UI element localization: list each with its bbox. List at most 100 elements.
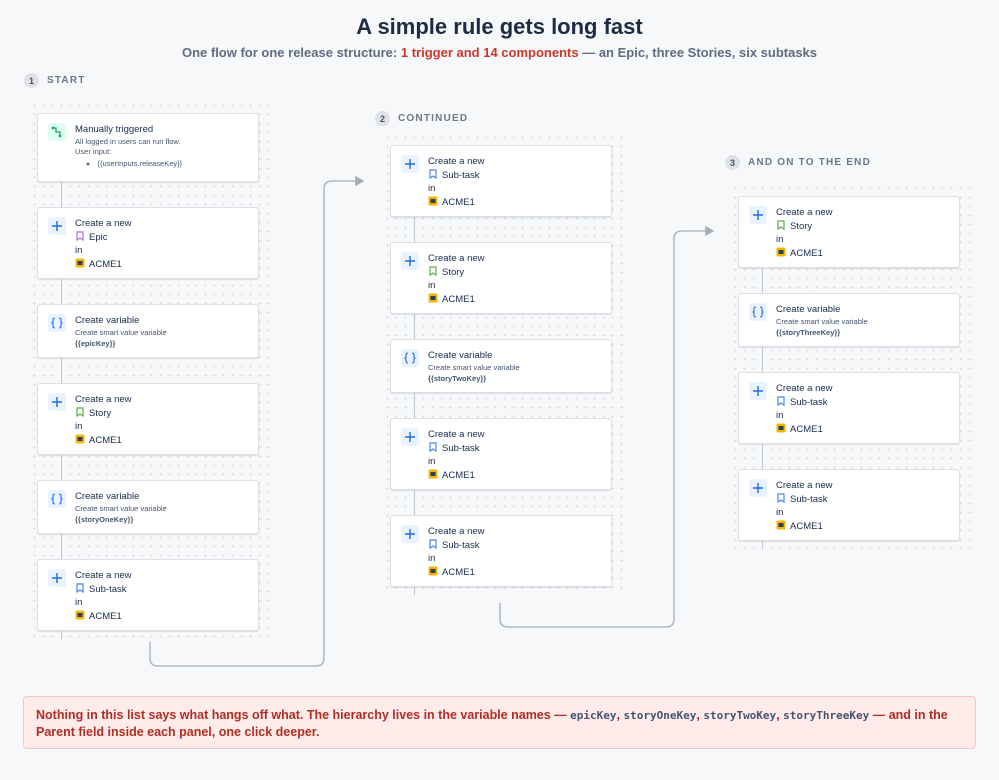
- card-body: Create a new Sub-task in ACME1: [776, 383, 833, 437]
- variable-icon: [48, 314, 66, 332]
- project: ACME1: [428, 469, 485, 484]
- create-card: Create a new Sub-task in ACME1: [738, 469, 960, 541]
- create-card: Create a new Sub-task in ACME1: [738, 372, 960, 444]
- canvas-panel: [30, 101, 270, 639]
- connector-arrow: [149, 175, 365, 667]
- card-body: Create variable Create smart value variab…: [428, 350, 520, 385]
- create-card: Create a new Sub-task in ACME1: [390, 515, 612, 587]
- step-badge: 1: [24, 73, 39, 88]
- issue-type: Sub-task: [428, 168, 485, 184]
- project-name: ACME1: [442, 196, 475, 208]
- issue-type-name: Story: [89, 407, 112, 419]
- create-icon: [48, 569, 66, 587]
- card-title: Create a new: [428, 526, 485, 537]
- connector-arrow: [499, 225, 715, 628]
- issue-type-name: Sub-task: [89, 583, 127, 595]
- variable-key: storyThreeKey: [783, 709, 870, 722]
- card-title: Create variable: [75, 491, 140, 502]
- variable-key: storyOneKey: [623, 709, 697, 722]
- trigger-card: Manually triggered All logged in users ca…: [37, 113, 259, 182]
- issue-type-name: Sub-task: [790, 396, 828, 408]
- column-header: 1 START: [24, 73, 86, 88]
- create-card: Create a new Story in ACME1: [738, 196, 960, 268]
- column-header: 3 AND ON TO THE END: [725, 155, 871, 170]
- variable-name: {{epicKey}}: [75, 338, 116, 348]
- issue-type-icon: [776, 395, 786, 411]
- card-title: Create variable: [75, 315, 140, 326]
- card-title: Create variable: [428, 350, 493, 361]
- variable-card: Create variable Create smart value variab…: [390, 339, 612, 393]
- create-card: Create a new Story in ACME1: [37, 383, 259, 455]
- issue-type: Sub-task: [428, 538, 485, 554]
- variable-key: storyTwoKey: [703, 709, 777, 722]
- project-name: ACME1: [442, 293, 475, 305]
- trigger-icon: [48, 123, 66, 141]
- callout-note: Nothing in this list says what hangs off…: [23, 696, 976, 749]
- variable-key: epicKey: [570, 709, 617, 722]
- project: ACME1: [776, 423, 833, 438]
- variable-card: Create variable Create smart value variab…: [738, 293, 960, 347]
- card-body: Create variable Create smart value variab…: [75, 491, 167, 526]
- subtitle-highlight: 1 trigger and 14 components: [400, 45, 579, 60]
- card-body: Create a new Story in ACME1: [776, 207, 833, 261]
- card-title: Create a new: [75, 218, 132, 229]
- create-card: Create a new Sub-task in ACME1: [390, 418, 612, 490]
- card-title: Create variable: [776, 304, 841, 315]
- card-body: Create variable Create smart value variab…: [776, 304, 868, 339]
- issue-type-icon: [428, 168, 438, 184]
- project-avatar: [75, 258, 85, 273]
- card-body: Create variable Create smart value variab…: [75, 315, 167, 350]
- in-label: in: [75, 421, 83, 432]
- card-body: Create a new Sub-task in ACME1: [428, 429, 485, 483]
- card-title: Create a new: [428, 156, 485, 167]
- card-title: Create a new: [776, 383, 833, 394]
- create-icon: [749, 479, 767, 497]
- variable-description: Create smart value variable: [428, 362, 520, 372]
- in-label: in: [75, 597, 83, 608]
- variable-name: {{storyTwoKey}}: [428, 373, 487, 383]
- issue-type: Story: [75, 406, 132, 422]
- subtitle: One flow for one release structure: 1 tr…: [0, 45, 999, 60]
- issue-type: Sub-task: [776, 492, 833, 508]
- column-label: AND ON TO THE END: [748, 157, 871, 168]
- variable-icon: [48, 490, 66, 508]
- create-icon: [48, 217, 66, 235]
- create-icon: [401, 525, 419, 543]
- in-label: in: [776, 507, 784, 518]
- card-body: Manually triggered All logged in users ca…: [75, 124, 182, 169]
- project-name: ACME1: [442, 566, 475, 578]
- in-label: in: [776, 410, 784, 421]
- create-icon: [401, 155, 419, 173]
- project-avatar: [776, 247, 786, 262]
- project-name: ACME1: [790, 247, 823, 259]
- issue-type: Sub-task: [776, 395, 833, 411]
- project: ACME1: [428, 196, 485, 211]
- column-label: CONTINUED: [398, 113, 469, 124]
- issue-type: Sub-task: [75, 582, 132, 598]
- project-avatar: [776, 520, 786, 535]
- variable-name: {{storyThreeKey}}: [776, 327, 841, 337]
- variable-icon: [401, 349, 419, 367]
- project-avatar: [776, 423, 786, 438]
- issue-type-name: Epic: [89, 231, 108, 243]
- project: ACME1: [75, 434, 132, 449]
- issue-type-icon: [75, 230, 85, 246]
- project-avatar: [428, 196, 438, 211]
- issue-type-name: Sub-task: [442, 169, 480, 181]
- project-avatar: [75, 434, 85, 449]
- create-icon: [48, 393, 66, 411]
- column-label: START: [47, 75, 86, 86]
- card-detail: User input:: [75, 146, 112, 156]
- issue-type: Story: [428, 265, 485, 281]
- project: ACME1: [75, 258, 132, 273]
- issue-type-icon: [75, 406, 85, 422]
- in-label: in: [776, 234, 784, 245]
- project: ACME1: [428, 293, 485, 308]
- flow-line: [61, 113, 62, 639]
- project-name: ACME1: [89, 434, 122, 446]
- issue-type-icon: [428, 441, 438, 457]
- issue-type-icon: [776, 492, 786, 508]
- project-avatar: [75, 610, 85, 625]
